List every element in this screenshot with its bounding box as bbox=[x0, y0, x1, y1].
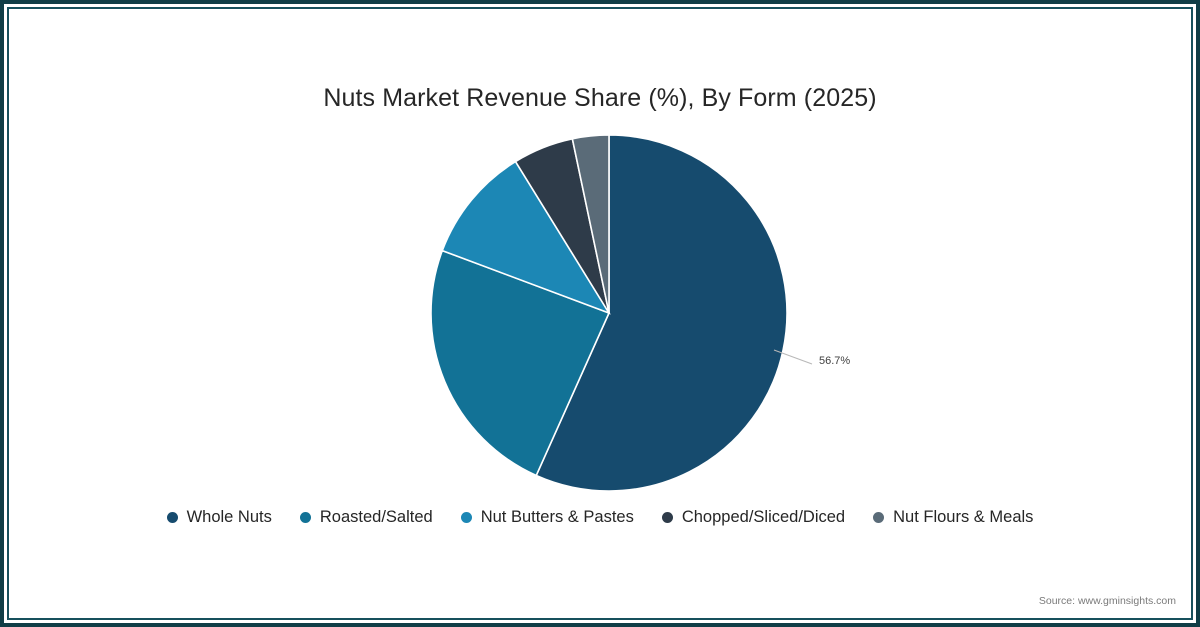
legend-item[interactable]: Nut Flours & Meals bbox=[873, 509, 1033, 526]
legend-swatch-icon bbox=[460, 511, 472, 523]
legend-swatch-icon bbox=[299, 511, 311, 523]
pie-slice[interactable] bbox=[535, 134, 788, 492]
chart-canvas: Nuts Market Revenue Share (%), By Form (… bbox=[12, 12, 1188, 615]
chart-legend: Whole Nuts Roasted/Salted Nut Butters & Pa… bbox=[12, 509, 1188, 526]
legend-swatch-icon bbox=[166, 511, 178, 523]
legend-item[interactable]: Whole Nuts bbox=[166, 508, 272, 526]
legend-item[interactable]: Chopped/Sliced/Diced bbox=[661, 508, 846, 526]
pie-slice[interactable] bbox=[441, 160, 611, 315]
legend-item-label: Chopped/Sliced/Diced bbox=[681, 508, 846, 526]
legend-item[interactable]: Roasted/Salted bbox=[299, 508, 433, 526]
source-attribution: Source: www.gminsights.com bbox=[1038, 595, 1176, 607]
legend-item-label: Nut Butters & Pastes bbox=[480, 508, 634, 526]
pie-chart: 56.7% bbox=[12, 12, 1188, 615]
legend-item[interactable]: Nut Butters & Pastes bbox=[460, 508, 634, 526]
legend-item-label: Whole Nuts bbox=[186, 508, 272, 526]
legend-swatch-icon bbox=[873, 511, 885, 523]
chart-title: Nuts Market Revenue Share (%), By Form (… bbox=[323, 84, 877, 112]
pie-slice-group bbox=[430, 134, 788, 492]
legend-item-label: Roasted/Salted bbox=[319, 508, 433, 526]
callout-leader-line bbox=[773, 349, 813, 365]
pie-slice[interactable] bbox=[571, 134, 610, 314]
pie-chart-svg bbox=[430, 134, 813, 492]
legend-item-label: Nut Flours & Meals bbox=[893, 508, 1034, 526]
slice-data-label-whole-nuts: 56.7% bbox=[819, 355, 851, 367]
legend-swatch-icon bbox=[661, 511, 673, 523]
pie-slice[interactable] bbox=[430, 249, 611, 477]
